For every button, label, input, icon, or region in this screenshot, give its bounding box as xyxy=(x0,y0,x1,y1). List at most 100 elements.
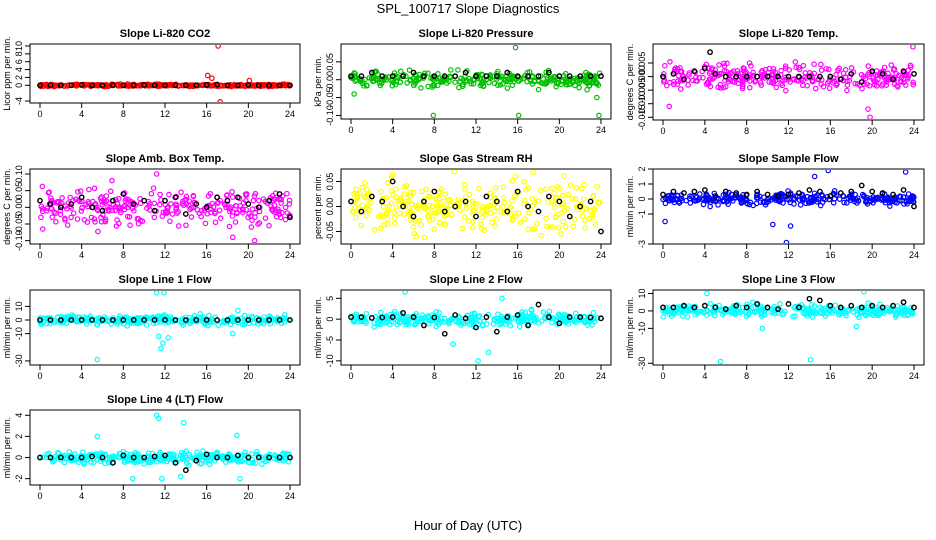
data-point xyxy=(407,76,414,83)
data-point xyxy=(383,210,390,217)
data-point xyxy=(812,193,818,200)
data-point xyxy=(707,301,714,307)
reference-point xyxy=(57,454,64,461)
reference-point xyxy=(670,188,677,195)
data-point xyxy=(252,214,258,220)
data-point xyxy=(475,313,482,320)
data-point xyxy=(718,70,725,77)
x-tick-label: 0 xyxy=(348,125,353,135)
x-tick-label: 0 xyxy=(37,109,42,119)
reference-point xyxy=(806,295,813,302)
x-tick-label: 8 xyxy=(744,250,749,260)
data-point xyxy=(284,190,290,197)
data-point xyxy=(517,76,524,83)
reference-point xyxy=(754,188,761,195)
data-point xyxy=(829,308,836,314)
outlier-point xyxy=(717,358,724,364)
data-point xyxy=(401,184,408,190)
figure-xlabel: Hour of Day (UTC) xyxy=(414,518,522,533)
data-point xyxy=(558,231,564,237)
data-point xyxy=(61,82,68,89)
data-points xyxy=(348,45,604,118)
outlier-point xyxy=(783,239,790,243)
data-point xyxy=(229,188,235,195)
data-point xyxy=(478,81,485,87)
data-point xyxy=(229,209,236,215)
data-point xyxy=(203,454,210,461)
reference-point xyxy=(162,452,168,459)
data-point xyxy=(852,80,858,87)
reference-point xyxy=(764,191,771,198)
data-point xyxy=(123,196,129,202)
data-point xyxy=(377,225,384,232)
data-point xyxy=(667,58,673,65)
outlier-point xyxy=(594,94,600,101)
panel-title: Slope Line 2 Flow xyxy=(430,274,523,286)
data-point xyxy=(75,197,82,204)
x-tick-label: 16 xyxy=(202,109,212,119)
data-point xyxy=(358,222,365,229)
data-point xyxy=(197,311,203,317)
reference-point xyxy=(681,190,687,196)
reference-point xyxy=(203,317,210,323)
data-point xyxy=(211,82,217,89)
data-point xyxy=(384,179,391,186)
y-tick-label: -30 xyxy=(14,354,24,367)
data-point xyxy=(286,197,293,204)
data-point xyxy=(179,455,186,461)
data-point xyxy=(188,214,195,220)
reference-point xyxy=(276,454,283,461)
data-point xyxy=(802,311,808,318)
x-tick-label: 8 xyxy=(121,109,126,119)
reference-point xyxy=(410,69,417,76)
data-point xyxy=(467,78,474,84)
data-point xyxy=(401,191,408,197)
data-point xyxy=(459,83,466,90)
data-point xyxy=(410,75,417,82)
reference-point xyxy=(441,73,448,80)
data-point xyxy=(113,223,120,229)
outlier-point xyxy=(94,356,101,363)
data-point xyxy=(758,311,764,318)
data-point xyxy=(531,317,538,323)
data-point xyxy=(232,219,239,225)
data-point xyxy=(391,209,397,216)
outlier-point xyxy=(94,433,101,440)
data-point xyxy=(482,209,489,215)
data-point xyxy=(74,189,81,195)
reference-point xyxy=(535,73,542,80)
outlier-point xyxy=(160,340,166,346)
data-point xyxy=(576,84,582,91)
x-tick-label: 12 xyxy=(783,126,793,136)
data-point xyxy=(473,201,480,207)
data-point xyxy=(408,192,414,199)
data-point xyxy=(717,85,724,91)
data-point xyxy=(538,318,545,324)
x-tick-label: 4 xyxy=(702,371,707,381)
data-point xyxy=(267,195,274,201)
data-point xyxy=(437,189,443,196)
reference-point xyxy=(193,317,200,323)
reference-point xyxy=(577,73,584,80)
data-point xyxy=(75,459,82,465)
data-point xyxy=(249,206,256,212)
reference-point xyxy=(141,454,148,461)
data-point xyxy=(452,79,458,85)
y-tick-label: 2 xyxy=(14,434,24,439)
data-point xyxy=(67,194,73,201)
data-point xyxy=(787,191,794,198)
data-point xyxy=(391,215,398,221)
y-tick-label: -0.05 xyxy=(14,214,24,235)
reference-point xyxy=(47,454,54,461)
y-tick-label: -10 xyxy=(325,354,335,367)
data-point xyxy=(378,188,385,195)
reference-point xyxy=(110,459,116,466)
reference-point xyxy=(172,194,179,201)
reference-point xyxy=(130,82,137,89)
data-point xyxy=(802,70,809,76)
data-point xyxy=(520,200,527,207)
reference-point xyxy=(785,301,792,307)
data-point xyxy=(352,204,359,211)
reference-point xyxy=(224,197,231,204)
outlier-point xyxy=(515,112,522,118)
